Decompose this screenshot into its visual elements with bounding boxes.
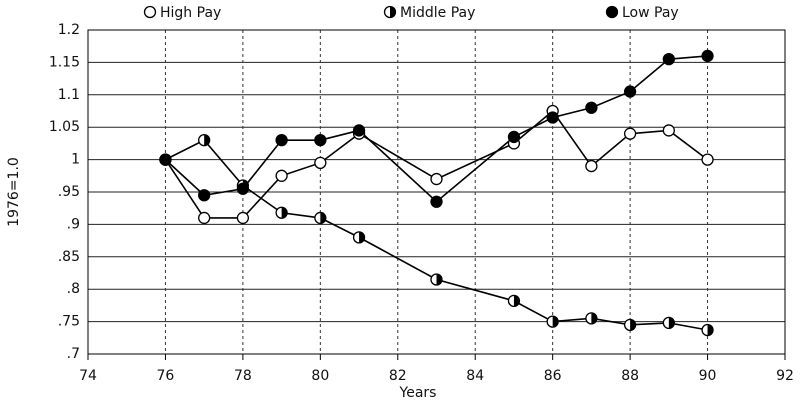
- plot-frame: [87, 29, 786, 355]
- marker: [585, 159, 598, 173]
- y-axis-label: 1976=1.0: [6, 157, 22, 227]
- legend-label: Middle Pay: [400, 5, 475, 21]
- marker: [236, 182, 250, 195]
- marker: [275, 206, 288, 219]
- marker: [143, 5, 157, 19]
- marker: [198, 211, 211, 225]
- marker: [701, 153, 714, 166]
- marker: [314, 134, 327, 147]
- y-tick-label: 1: [71, 152, 80, 168]
- x-tick-label: 92: [776, 368, 794, 384]
- marker: [546, 111, 559, 124]
- y-tick-label: 1.15: [49, 54, 80, 70]
- x-tick-label: 74: [79, 368, 97, 384]
- marker: [507, 130, 521, 144]
- x-tick-label: 82: [389, 368, 407, 384]
- marker: [236, 211, 250, 225]
- x-tick-label: 78: [234, 368, 252, 384]
- marker: [662, 53, 675, 66]
- marker: [383, 5, 397, 19]
- x-tick-label: 84: [466, 368, 484, 384]
- marker: [507, 294, 521, 308]
- marker: [585, 101, 598, 114]
- y-tick-label: 1.1: [58, 87, 80, 103]
- x-tick-label: 86: [544, 368, 562, 384]
- marker: [546, 315, 559, 328]
- y-tick-label: .75: [58, 314, 80, 330]
- marker: [430, 273, 443, 286]
- marker: [701, 323, 714, 337]
- marker: [430, 195, 443, 208]
- y-tick-label: 1.05: [49, 119, 80, 135]
- x-tick-label: 90: [699, 368, 717, 384]
- y-tick-label: .7: [67, 346, 80, 362]
- series-line: [165, 139, 708, 331]
- y-tick-label: .95: [58, 184, 80, 200]
- marker: [314, 211, 327, 225]
- x-tick-label: 80: [311, 368, 329, 384]
- marker: [623, 318, 637, 331]
- marker: [198, 189, 211, 202]
- x-axis-label: Years: [399, 385, 437, 401]
- y-tick-label: .85: [58, 249, 80, 265]
- y-tick-label: .9: [67, 216, 80, 232]
- marker: [585, 312, 598, 325]
- legend-label: High Pay: [160, 5, 221, 21]
- marker: [430, 172, 443, 186]
- marker: [662, 316, 675, 330]
- marker: [662, 124, 675, 137]
- y-tick-label: .8: [67, 281, 80, 297]
- marker: [605, 5, 619, 19]
- marker: [159, 153, 172, 166]
- y-tick-label: 1.2: [58, 22, 80, 38]
- marker: [198, 134, 211, 147]
- x-tick-label: 76: [157, 368, 175, 384]
- marker: [623, 85, 637, 98]
- marker: [623, 127, 637, 140]
- marker: [352, 124, 366, 137]
- marker: [352, 231, 366, 244]
- marker: [275, 134, 288, 147]
- marker: [314, 156, 327, 169]
- legend-label: Low Pay: [622, 5, 679, 21]
- marker: [275, 169, 288, 182]
- marker: [701, 49, 714, 63]
- x-tick-label: 88: [621, 368, 639, 384]
